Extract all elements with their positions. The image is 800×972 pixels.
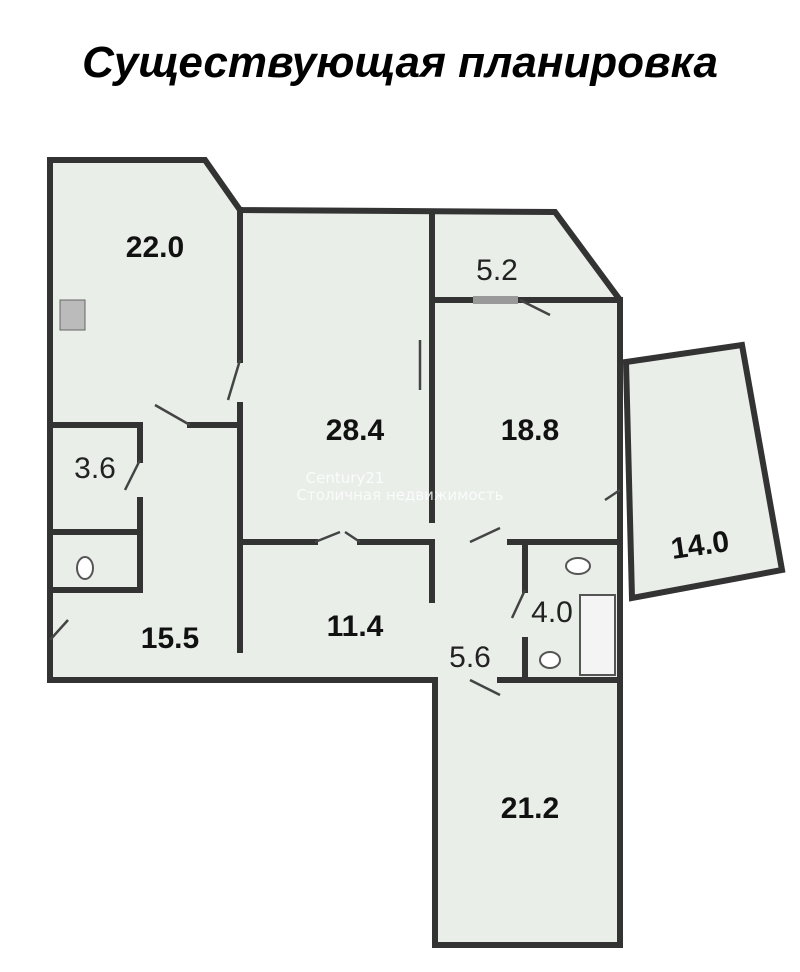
house-logo-icon (38, 901, 66, 937)
door-icon (604, 488, 621, 502)
room-area-hall: 15.5 (141, 622, 199, 655)
room-area-living: 28.4 (326, 414, 385, 447)
apartment-floor (50, 160, 620, 945)
door-icon (469, 526, 501, 544)
door-icon (123, 459, 142, 491)
closet-rail (473, 296, 518, 304)
balcony-wall (622, 341, 786, 602)
door-icon (226, 359, 242, 401)
watermark-line2: Столичная недвижимость (297, 486, 504, 504)
stove-icon (59, 299, 86, 331)
room-area-balcony: 14.0 (669, 525, 731, 566)
outer-wall (47, 157, 623, 683)
room-area-wc: 3.6 (74, 452, 116, 485)
room-area-bathroom: 4.0 (531, 596, 573, 629)
room-area-kitchen: 22.0 (126, 231, 184, 264)
door-icon (469, 678, 501, 697)
room-area-corridor-small: 5.6 (449, 641, 491, 674)
room-area-bedroom: 18.8 (501, 414, 559, 447)
door-icon (154, 403, 191, 427)
logo-text: Домклик (72, 911, 176, 935)
door-icon (314, 530, 341, 544)
door-icon (49, 619, 69, 641)
balcony-floor (626, 345, 782, 598)
page-title: Существующая планировка (82, 38, 718, 87)
bedroom-bottom-walls (432, 677, 623, 948)
door-icon (510, 589, 527, 619)
room-area-closet: 5.2 (476, 254, 518, 287)
room-area-bedroom-bottom: 21.2 (501, 792, 559, 825)
toilet-icon (539, 651, 561, 669)
door-icon (519, 298, 551, 317)
door-icon (344, 530, 361, 544)
toilet-icon (76, 556, 94, 580)
room-area-corridor: 11.4 (327, 610, 384, 643)
watermark-line1: Century21 (306, 469, 385, 487)
bathtub-icon (579, 594, 616, 676)
sink-icon (565, 557, 591, 575)
